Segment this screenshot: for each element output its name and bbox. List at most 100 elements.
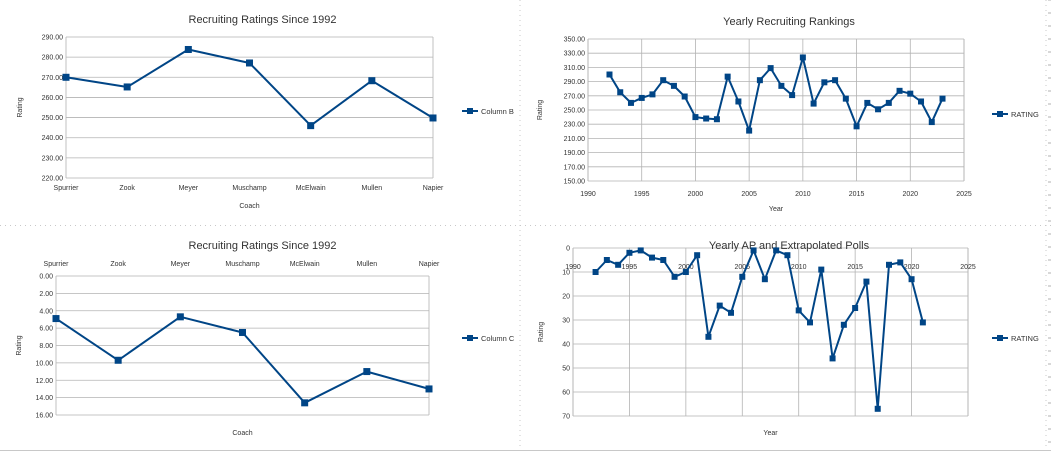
x-axis-title: Year (769, 206, 784, 213)
y-tick-label: 10 (562, 270, 570, 277)
data-point (750, 247, 757, 254)
y-tick-label: 50 (562, 366, 570, 373)
y-tick-label: 14.00 (35, 395, 53, 402)
x-tick-label: 1990 (565, 264, 581, 271)
data-point (671, 273, 678, 280)
y-tick-label: 6.00 (39, 326, 53, 333)
data-point (735, 98, 742, 105)
x-tick-label: 2020 (902, 191, 918, 198)
data-point (928, 119, 935, 126)
data-point (626, 249, 633, 256)
y-tick-label: 170.00 (564, 164, 586, 171)
data-point (739, 273, 746, 280)
legend-label: Column C (481, 334, 515, 343)
data-point (660, 257, 667, 263)
x-tick-label: Spurrier (54, 185, 80, 192)
data-point (246, 59, 253, 67)
x-tick-label: 1990 (580, 191, 596, 198)
data-point (681, 93, 688, 100)
data-point (840, 321, 847, 328)
y-tick-label: 0 (566, 246, 570, 253)
data-point (184, 45, 192, 53)
data-point (429, 114, 437, 122)
data-point (301, 399, 309, 407)
legend-marker (997, 335, 1003, 341)
y-tick-label: 0.00 (39, 274, 53, 281)
y-tick-label: 240.00 (42, 135, 64, 142)
data-point (863, 278, 870, 285)
data-point (615, 261, 622, 268)
chart-title: Yearly AP and Extrapolated Polls (709, 240, 870, 252)
data-point (767, 65, 774, 72)
data-point (694, 252, 701, 259)
data-point (716, 302, 723, 309)
chart-coach-rankings-inverted[interactable]: 0.00 2.00 4.00 6.00 8.00 10.00 12.00 14.00 16.00… (0, 226, 525, 451)
y-axis-title: Rating (537, 100, 544, 120)
x-tick-label: 2020 (904, 264, 920, 271)
data-point (638, 94, 645, 101)
series-line (594, 249, 924, 410)
data-point (853, 123, 860, 130)
y-tick-label: 330.00 (564, 51, 586, 58)
data-point (649, 254, 655, 261)
data-point (62, 73, 70, 81)
chart-recruiting-ratings-by-coach[interactable]: 220.00 230.00 240.00 250.00 260.00 270.00 280.… (0, 0, 525, 225)
y-tick-label: 20 (562, 294, 570, 301)
legend-label: RATING (1011, 110, 1039, 119)
x-tick-label: 2010 (791, 264, 807, 271)
x-tick-label: Spurrier (44, 261, 70, 268)
data-point (627, 99, 634, 106)
data-point (660, 77, 667, 84)
data-point (724, 73, 731, 80)
data-point (123, 83, 131, 91)
data-point (874, 405, 881, 412)
data-point (649, 91, 656, 98)
y-tick-label: 260.00 (42, 95, 64, 102)
x-tick-label: Zook (119, 185, 135, 192)
y-tick-label: 210.00 (564, 136, 586, 143)
y-tick-label: 230.00 (42, 155, 64, 162)
x-tick-label: Napier (423, 185, 444, 192)
y-tick-label: 8.00 (39, 343, 53, 350)
x-tick-label: 2015 (849, 191, 865, 198)
series-line (608, 56, 944, 132)
x-tick-label: 2010 (795, 191, 811, 198)
data-point (692, 114, 699, 121)
data-point (818, 266, 825, 273)
chart-title: Recruiting Ratings Since 1992 (189, 14, 337, 26)
chart-yearly-recruiting-rankings[interactable]: 150.00 170.00 190.00 210.00 230.00 250.00 270.… (527, 0, 1051, 225)
data-point (773, 247, 780, 254)
x-axis-title: Coach (239, 203, 259, 210)
y-tick-label: 30 (562, 318, 570, 325)
data-point (176, 313, 184, 321)
y-tick-label: 230.00 (564, 122, 586, 129)
y-tick-label: 40 (562, 342, 570, 349)
data-point (784, 252, 791, 259)
y-axis-title: Rating (538, 322, 545, 342)
x-tick-label: 2005 (741, 191, 757, 198)
data-point (617, 89, 624, 96)
y-tick-label: 150.00 (564, 179, 586, 186)
y-tick-label: 270.00 (564, 93, 586, 100)
y-tick-label: 16.00 (35, 413, 53, 420)
y-tick-label: 12.00 (35, 378, 53, 385)
data-point (637, 247, 644, 254)
y-axis-title: Rating (16, 335, 23, 355)
x-tick-label: 2025 (960, 264, 976, 271)
data-point (799, 54, 806, 61)
data-point (592, 269, 599, 275)
y-tick-label: 70 (562, 414, 570, 421)
y-tick-label: 4.00 (39, 308, 53, 315)
data-point (52, 315, 60, 323)
chart-yearly-ap-polls[interactable]: 0 10 20 30 40 50 60 70 1990 1995 2000 2005 2010 2015 2… (527, 226, 1051, 451)
data-point (603, 257, 610, 263)
y-tick-label: 220.00 (42, 176, 64, 183)
data-point (908, 276, 915, 283)
legend-label: Column B (481, 107, 514, 116)
y-tick-label: 290.00 (42, 35, 64, 42)
x-tick-label: 2000 (688, 191, 704, 198)
data-point (832, 77, 839, 84)
data-point (810, 100, 817, 107)
x-tick-label: 2015 (847, 264, 863, 271)
x-tick-label: Zook (110, 261, 126, 268)
